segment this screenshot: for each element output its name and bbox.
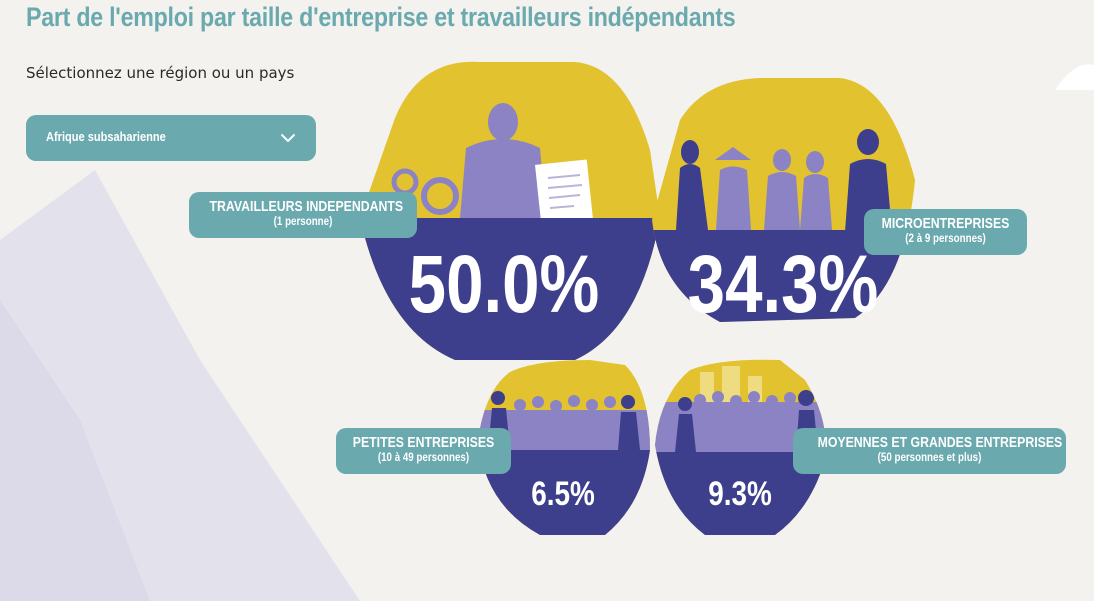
category-size: (2 à 9 personnes) <box>905 232 986 245</box>
region-dropdown-value: Afrique subsaharienne <box>46 129 166 144</box>
region-dropdown[interactable]: Afrique subsaharienne <box>26 115 316 161</box>
value-label-2: 6.5% <box>531 474 595 512</box>
shape-microentreprises <box>652 78 915 322</box>
region-prompt: Sélectionnez une région ou un pays <box>26 64 295 82</box>
category-label-2: PETITES ENTREPRISES (10 à 49 personnes) <box>336 428 511 474</box>
category-size: (10 à 49 personnes) <box>377 451 470 464</box>
category-label-1: MICROENTREPRISES (2 à 9 personnes) <box>864 209 1027 255</box>
category-label-3: MOYENNES ET GRANDES ENTREPRISES (50 perso… <box>793 428 1066 474</box>
category-name: MICROENTREPRISES <box>881 215 1010 232</box>
category-size: (50 personnes et plus) <box>877 451 982 464</box>
value-label-0: 50.0% <box>409 238 600 330</box>
value-label-1: 34.3% <box>688 238 879 330</box>
value-label-3: 9.3% <box>708 474 772 512</box>
chevron-down-icon <box>281 134 295 142</box>
category-label-0: TRAVAILLEURS INDEPENDANTS (1 personne) <box>189 192 417 238</box>
page-title: Part de l'emploi par taille d'entreprise… <box>26 2 736 32</box>
category-name: TRAVAILLEURS INDEPENDANTS <box>209 198 404 215</box>
category-size: (1 personne) <box>273 215 333 228</box>
category-name: PETITES ENTREPRISES <box>352 434 495 451</box>
category-name: MOYENNES ET GRANDES ENTREPRISES <box>817 434 1063 451</box>
